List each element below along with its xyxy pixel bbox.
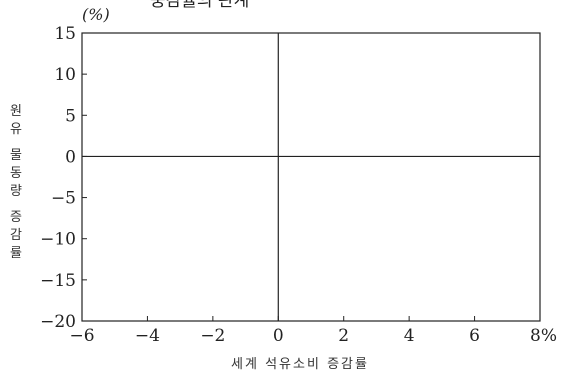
y-axis-label-char: 물 — [10, 148, 22, 163]
y-tick-label: −10 — [40, 230, 76, 250]
x-tick-label: −4 — [135, 326, 160, 346]
y-axis-label-char: 동 — [10, 166, 22, 181]
x-axis: −6 −4 −2 0 2 4 6 8% — [69, 316, 557, 346]
y-axis: 15 10 5 0 −5 −10 −15 −20 — [40, 24, 87, 332]
y-tick-label: 0 — [65, 147, 76, 167]
x-axis-label: 세계 석유소비 증감률 — [231, 357, 369, 372]
x-tick-label: −2 — [200, 326, 225, 346]
x-tick-label: 2 — [338, 326, 349, 346]
y-axis-label-char: 증 — [10, 210, 22, 225]
x-tick-label: −6 — [69, 326, 94, 346]
y-axis-label-char: 감 — [10, 228, 22, 243]
x-tick-label: 6 — [469, 326, 480, 346]
chart-title: 중감률의 관계 — [150, 0, 249, 11]
x-tick-label: 8% — [530, 326, 557, 346]
y-unit-label: (%) — [82, 5, 110, 24]
y-axis-label-char: 유 — [10, 122, 22, 137]
y-axis-label-char: 량 — [10, 184, 22, 199]
y-axis-label-char: 률 — [10, 246, 22, 261]
x-tick-label: 0 — [273, 326, 284, 346]
y-tick-label: −5 — [51, 189, 76, 209]
x-tick-label: 4 — [404, 326, 415, 346]
plot-frame — [81, 32, 541, 322]
y-tick-label: −20 — [40, 312, 76, 332]
y-tick-label: 10 — [54, 65, 76, 85]
y-tick-label: −15 — [40, 271, 76, 291]
y-tick-label: 15 — [54, 24, 76, 44]
y-axis-label-char: 원 — [10, 104, 22, 119]
y-tick-label: 5 — [65, 106, 76, 126]
